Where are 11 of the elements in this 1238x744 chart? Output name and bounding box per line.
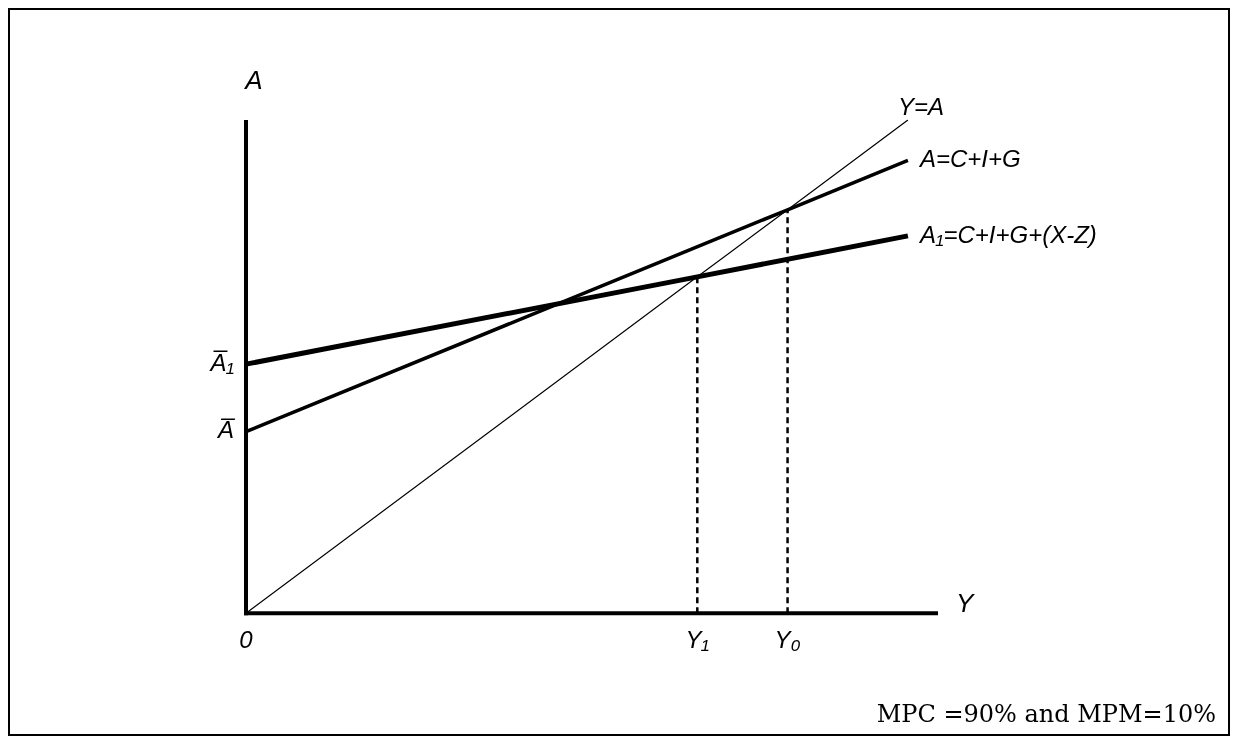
x-tick-label: Y₀ bbox=[774, 626, 801, 654]
x-tick-label: Y₁ bbox=[685, 626, 710, 654]
annotation: A̅₁ bbox=[208, 348, 234, 376]
y-axis-title: A bbox=[243, 65, 263, 96]
text: MPC =90% and MPM=10% bbox=[876, 700, 1216, 729]
series-label: Y=A bbox=[897, 92, 944, 120]
annotation: A̅ bbox=[215, 416, 237, 444]
series-label: A=C+I+G bbox=[917, 145, 1021, 173]
series-label: A₁=C+I+G+(X-Z) bbox=[917, 220, 1097, 248]
x-tick-label: 0 bbox=[239, 626, 254, 654]
x-axis-title: Y bbox=[956, 588, 975, 619]
